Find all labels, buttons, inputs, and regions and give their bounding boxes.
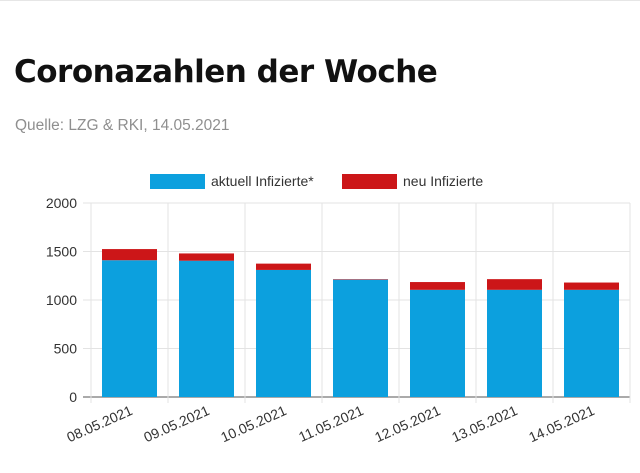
bar-aktuell-infizierte[interactable] [102,260,157,397]
bar-aktuell-infizierte[interactable] [487,289,542,397]
x-tick-label: 12.05.2021 [372,402,443,445]
top-divider [0,0,640,1]
bar-neu-infizierte[interactable] [256,263,311,270]
source-note: Quelle: LZG & RKI, 14.05.2021 [15,117,230,134]
x-tick-label: 14.05.2021 [526,402,597,445]
bar-neu-infizierte[interactable] [410,282,465,290]
legend-swatch[interactable] [342,174,397,189]
bar-aktuell-infizierte[interactable] [179,260,234,397]
bar-neu-infizierte[interactable] [487,279,542,290]
bar-aktuell-infizierte[interactable] [256,269,311,397]
legend-swatch[interactable] [150,174,205,189]
y-axis: 0 500 1000 1500 2000 [46,195,77,405]
bar-neu-infizierte[interactable] [102,249,157,261]
y-tick-label: 0 [69,389,77,405]
bar-aktuell-infizierte[interactable] [333,279,388,397]
x-tick-label: 11.05.2021 [296,402,366,445]
x-tick-label: 09.05.2021 [141,402,212,445]
legend-label[interactable]: neu Infizierte [403,173,483,189]
y-tick-label: 500 [54,341,78,357]
bar-neu-infizierte[interactable] [179,253,234,261]
bar-aktuell-infizierte[interactable] [410,289,465,397]
y-tick-label: 1000 [46,292,77,308]
x-tick-label: 08.05.2021 [64,402,135,445]
bar-neu-infizierte[interactable] [564,282,619,290]
legend-label[interactable]: aktuell Infizierte* [211,173,314,189]
x-tick-label: 13.05.2021 [449,402,520,445]
chart-title: Coronazahlen der Woche [14,54,438,90]
chart-legend: aktuell Infizierte* neu Infizierte [150,173,483,189]
bar-aktuell-infizierte[interactable] [564,289,619,397]
x-axis: 08.05.2021 09.05.2021 10.05.2021 11.05.2021… [64,402,597,445]
y-tick-label: 1500 [46,244,77,260]
bar-series [102,249,619,397]
x-tick-label: 10.05.2021 [218,402,289,445]
y-tick-label: 2000 [46,195,77,211]
